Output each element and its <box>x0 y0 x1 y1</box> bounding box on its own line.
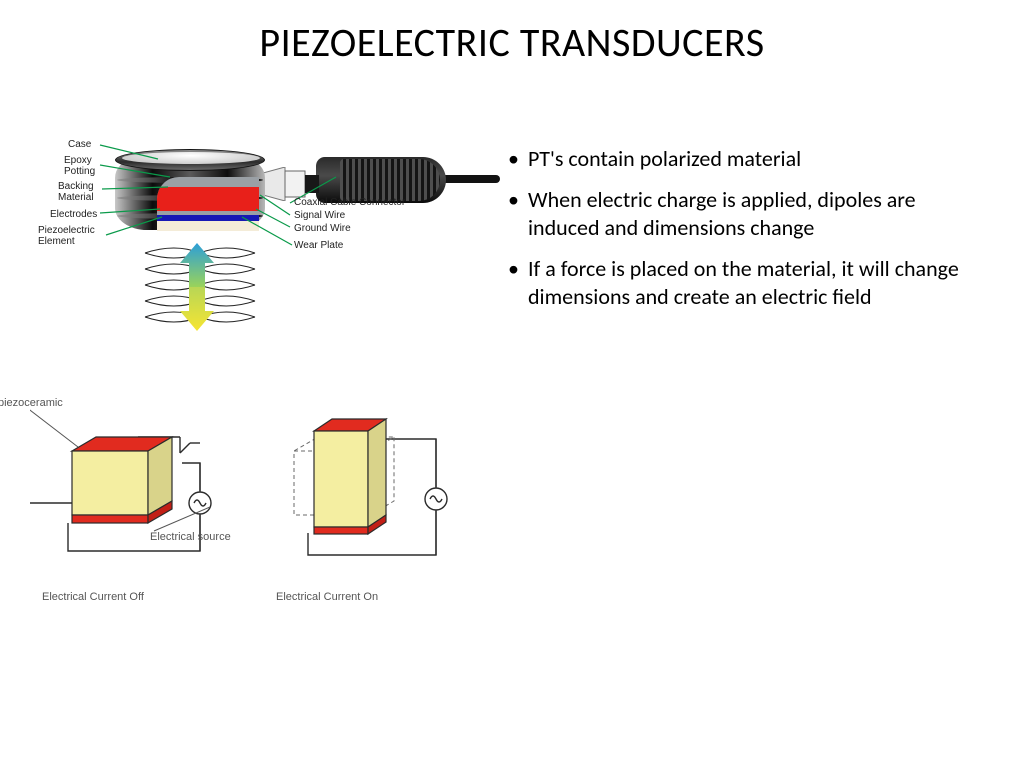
label-electrical-source: Electrical source <box>150 531 231 543</box>
cube-on <box>260 403 460 573</box>
arrow-down-icon <box>180 287 214 331</box>
bullet-item: If a force is placed on the material, it… <box>500 255 990 312</box>
label-piezo-element: Piezoelectric Element <box>38 225 95 247</box>
left-column: Case Epoxy Potting Backing Material Elec… <box>0 137 490 633</box>
label-epoxy: Epoxy Potting <box>64 155 95 177</box>
label-coax: Coaxial Cable Connector <box>294 197 405 208</box>
bullet-list: PT's contain polarized material When ele… <box>500 145 990 312</box>
piezoceramic-diagram: piezoceramic <box>0 403 470 633</box>
content-area: Case Epoxy Potting Backing Material Elec… <box>0 137 1024 633</box>
label-case: Case <box>68 139 91 150</box>
caption-current-off: Electrical Current Off <box>42 591 144 603</box>
right-column: PT's contain polarized material When ele… <box>490 137 990 633</box>
caption-current-on: Electrical Current On <box>276 591 378 603</box>
cube-off <box>30 403 230 573</box>
bullet-item: When electric charge is applied, dipoles… <box>500 186 990 243</box>
label-electrodes: Electrodes <box>50 209 97 220</box>
bullet-item: PT's contain polarized material <box>500 145 990 174</box>
label-backing: Backing Material <box>58 181 94 203</box>
label-ground: Ground Wire <box>294 223 351 234</box>
transducer-diagram: Case Epoxy Potting Backing Material Elec… <box>20 137 480 367</box>
arrow-up-icon <box>180 243 214 287</box>
label-wear: Wear Plate <box>294 240 343 251</box>
label-signal: Signal Wire <box>294 210 345 221</box>
page-title: PIEZOELECTRIC TRANSDUCERS <box>0 0 1024 67</box>
